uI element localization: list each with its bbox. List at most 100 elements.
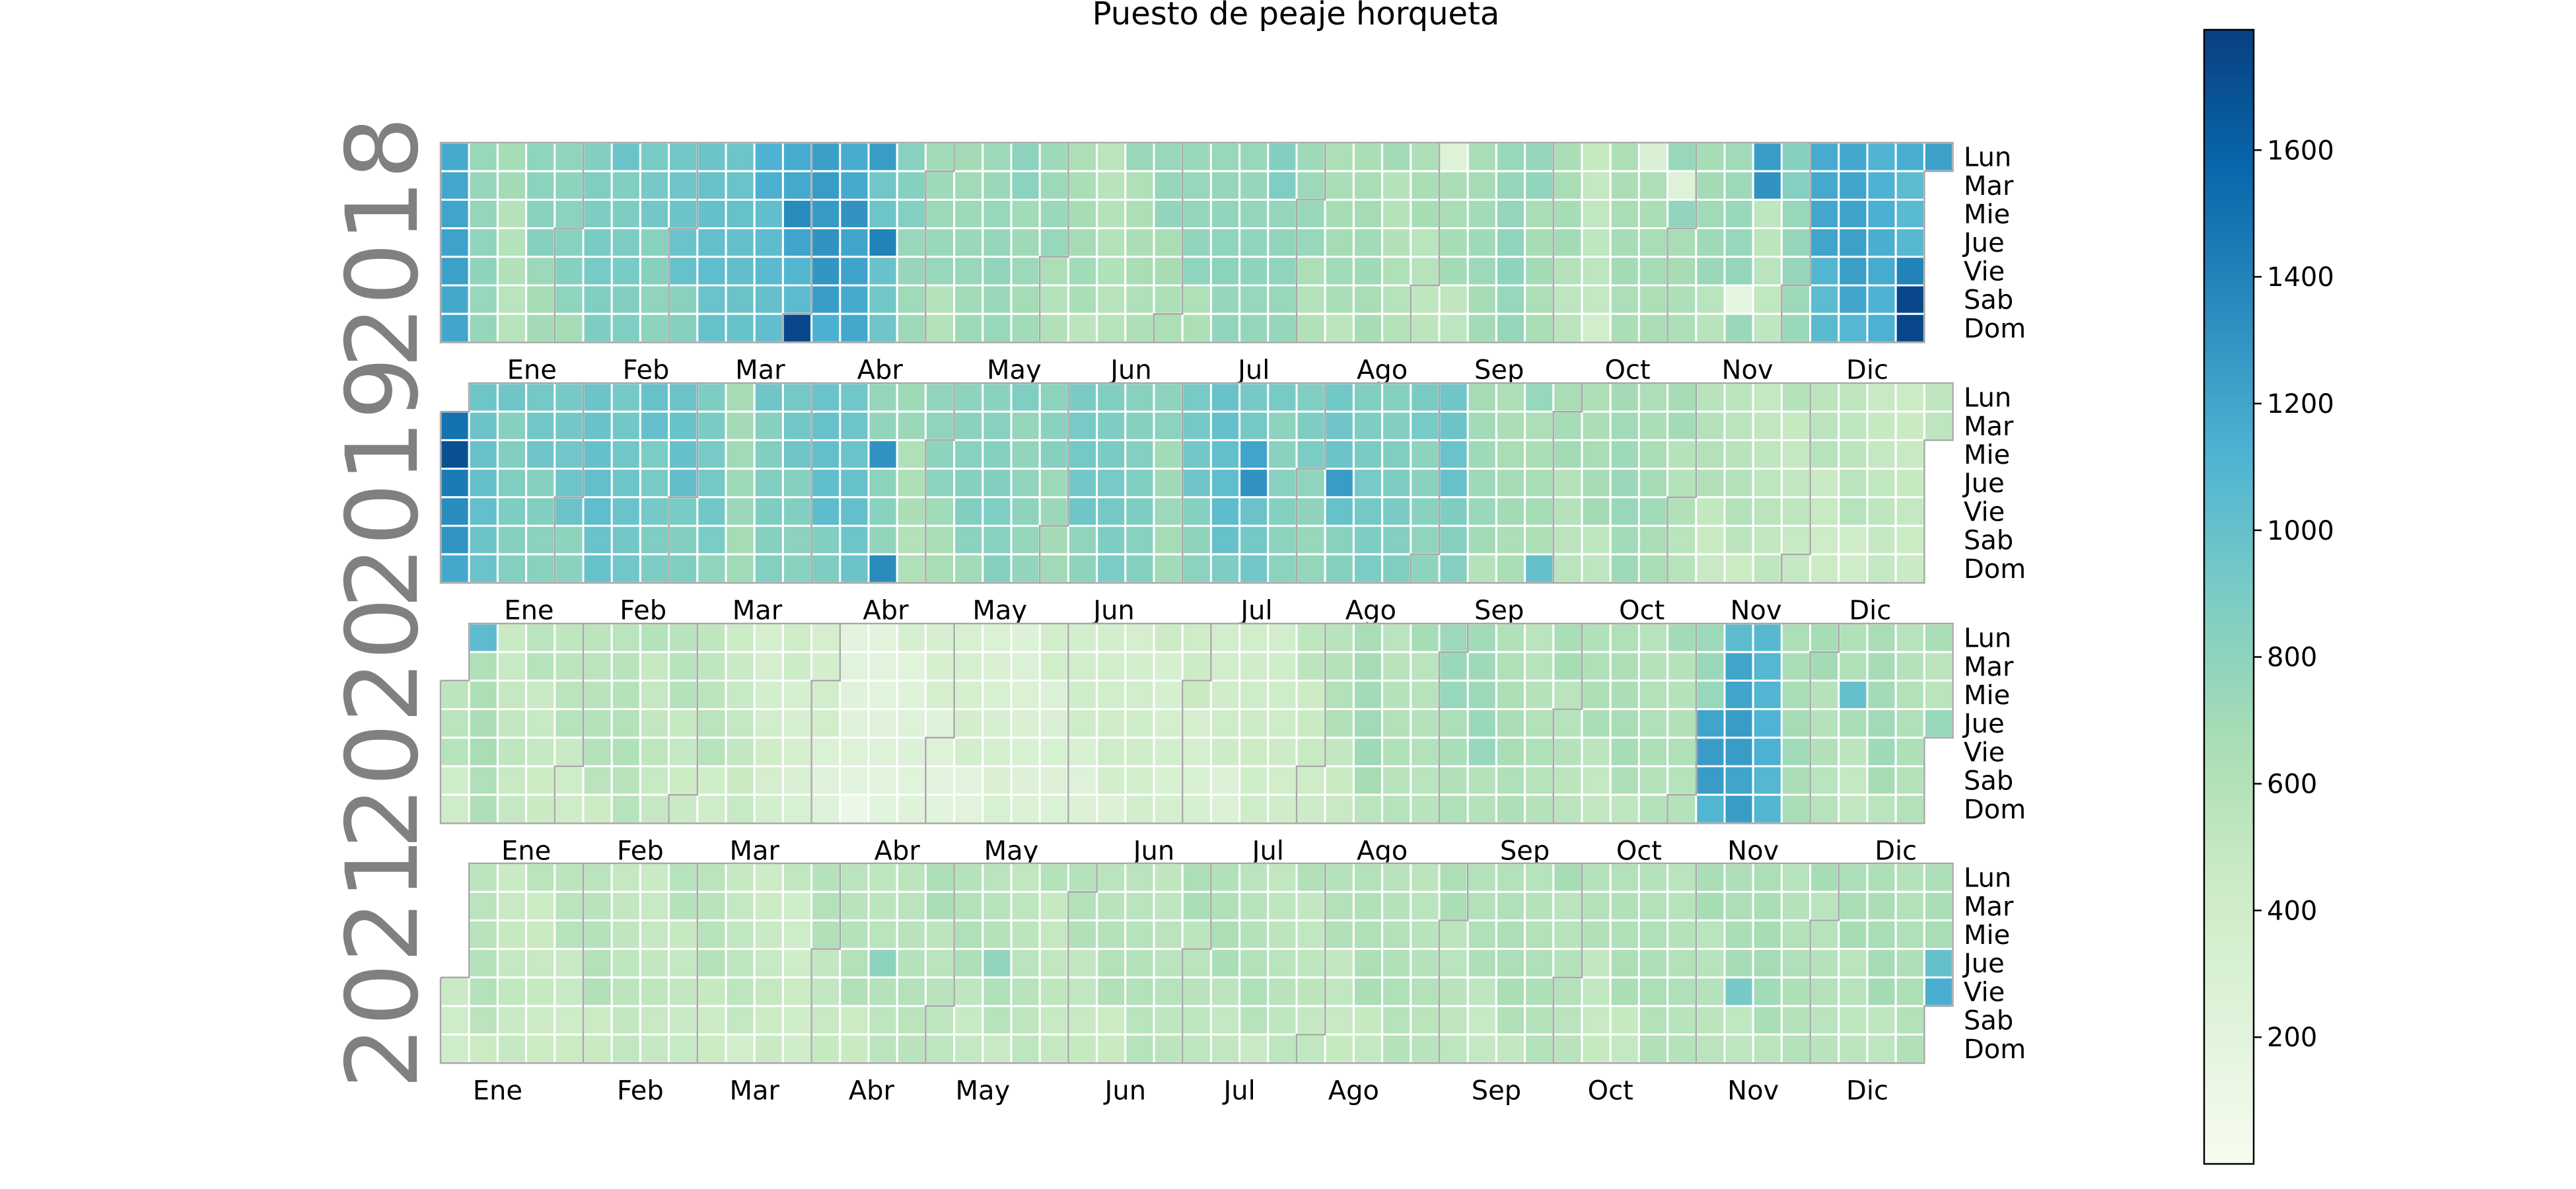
day-cell bbox=[1410, 468, 1441, 499]
day-cell bbox=[1838, 256, 1869, 287]
day-cell bbox=[1666, 1033, 1698, 1064]
month-separator bbox=[554, 383, 585, 583]
weekday-label: Lun bbox=[1964, 143, 2011, 173]
day-cell bbox=[1780, 496, 1812, 527]
day-cell bbox=[668, 737, 699, 768]
day-cell bbox=[982, 468, 1013, 499]
day-cell bbox=[496, 708, 528, 739]
day-cell bbox=[1581, 862, 1612, 893]
day-cell bbox=[1495, 976, 1526, 1007]
day-cell bbox=[468, 765, 499, 796]
day-cell bbox=[668, 793, 699, 824]
day-cell bbox=[1780, 679, 1812, 711]
day-cell bbox=[1181, 1033, 1212, 1064]
day-cell bbox=[468, 708, 499, 739]
day-cell bbox=[1695, 948, 1726, 979]
day-cell bbox=[439, 553, 470, 584]
day-cell bbox=[1438, 439, 1469, 470]
day-cell bbox=[1410, 141, 1441, 172]
weekday-label: Sab bbox=[1964, 766, 2013, 797]
day-cell bbox=[839, 524, 870, 556]
day-cell bbox=[1524, 198, 1555, 230]
day-cell bbox=[1581, 976, 1612, 1007]
day-cell bbox=[1267, 765, 1298, 796]
day-cell bbox=[1209, 256, 1241, 287]
day-cell bbox=[439, 410, 470, 441]
day-cell bbox=[781, 524, 813, 556]
day-cell bbox=[1181, 468, 1212, 499]
day-cell bbox=[610, 227, 641, 258]
day-cell bbox=[839, 793, 870, 824]
day-cell bbox=[1809, 496, 1840, 527]
day-cell bbox=[1067, 312, 1098, 343]
day-cell bbox=[639, 919, 670, 951]
day-cell bbox=[610, 862, 641, 893]
day-cell bbox=[1096, 382, 1127, 413]
day-cell bbox=[554, 524, 585, 556]
day-cell bbox=[1695, 524, 1726, 556]
day-cell bbox=[1181, 919, 1212, 951]
day-cell bbox=[953, 1033, 984, 1064]
day-cell bbox=[753, 948, 784, 979]
day-cell bbox=[867, 679, 898, 711]
day-cell bbox=[1495, 651, 1526, 682]
day-cell bbox=[1838, 312, 1869, 343]
day-cell bbox=[1124, 496, 1155, 527]
day-cell bbox=[1324, 862, 1355, 893]
day-cell bbox=[725, 198, 756, 230]
day-cell bbox=[1838, 862, 1869, 893]
day-cell bbox=[668, 708, 699, 739]
day-cell bbox=[639, 948, 670, 979]
day-cell bbox=[1352, 524, 1384, 556]
day-cell bbox=[753, 919, 784, 951]
day-cell bbox=[1295, 651, 1326, 682]
day-cell bbox=[1637, 170, 1669, 201]
day-cell bbox=[867, 708, 898, 739]
day-cell bbox=[1352, 862, 1384, 893]
day-cell bbox=[582, 708, 613, 739]
day-cell bbox=[1181, 256, 1212, 287]
day-cell bbox=[1324, 382, 1355, 413]
day-cell bbox=[1838, 890, 1869, 921]
day-cell bbox=[1010, 382, 1041, 413]
day-cell bbox=[953, 227, 984, 258]
day-cell bbox=[496, 256, 528, 287]
day-cell bbox=[753, 862, 784, 893]
day-cell bbox=[1723, 890, 1754, 921]
month-separator bbox=[1552, 624, 1583, 824]
day-cell bbox=[1581, 410, 1612, 441]
day-cell bbox=[867, 170, 898, 201]
day-cell bbox=[1894, 1033, 1925, 1064]
day-cell bbox=[610, 553, 641, 584]
day-cell bbox=[1780, 468, 1812, 499]
day-cell bbox=[1209, 382, 1241, 413]
day-cell bbox=[1695, 468, 1726, 499]
day-cell bbox=[1894, 862, 1925, 893]
day-cell bbox=[1581, 651, 1612, 682]
day-cell bbox=[1238, 553, 1270, 584]
day-cell bbox=[1666, 976, 1698, 1007]
month-separator bbox=[554, 143, 585, 343]
day-cell bbox=[696, 410, 727, 441]
day-cell bbox=[725, 227, 756, 258]
day-cell bbox=[1723, 708, 1754, 739]
day-cell bbox=[839, 976, 870, 1007]
day-cell bbox=[1324, 737, 1355, 768]
day-cell bbox=[953, 737, 984, 768]
month-separator bbox=[810, 863, 841, 1063]
day-cell bbox=[1581, 1005, 1612, 1036]
day-cell bbox=[1466, 948, 1497, 979]
day-cell bbox=[1352, 141, 1384, 172]
day-cell bbox=[1096, 948, 1127, 979]
day-cell bbox=[668, 198, 699, 230]
day-cell bbox=[1609, 468, 1640, 499]
month-label: Jun bbox=[1091, 595, 1135, 626]
day-cell bbox=[1552, 976, 1583, 1007]
day-cell bbox=[1438, 524, 1469, 556]
day-cell bbox=[896, 708, 927, 739]
month-label: Ago bbox=[1357, 355, 1408, 385]
day-cell bbox=[982, 708, 1013, 739]
day-cell bbox=[1666, 256, 1698, 287]
day-cell bbox=[1324, 765, 1355, 796]
day-cell bbox=[1181, 765, 1212, 796]
